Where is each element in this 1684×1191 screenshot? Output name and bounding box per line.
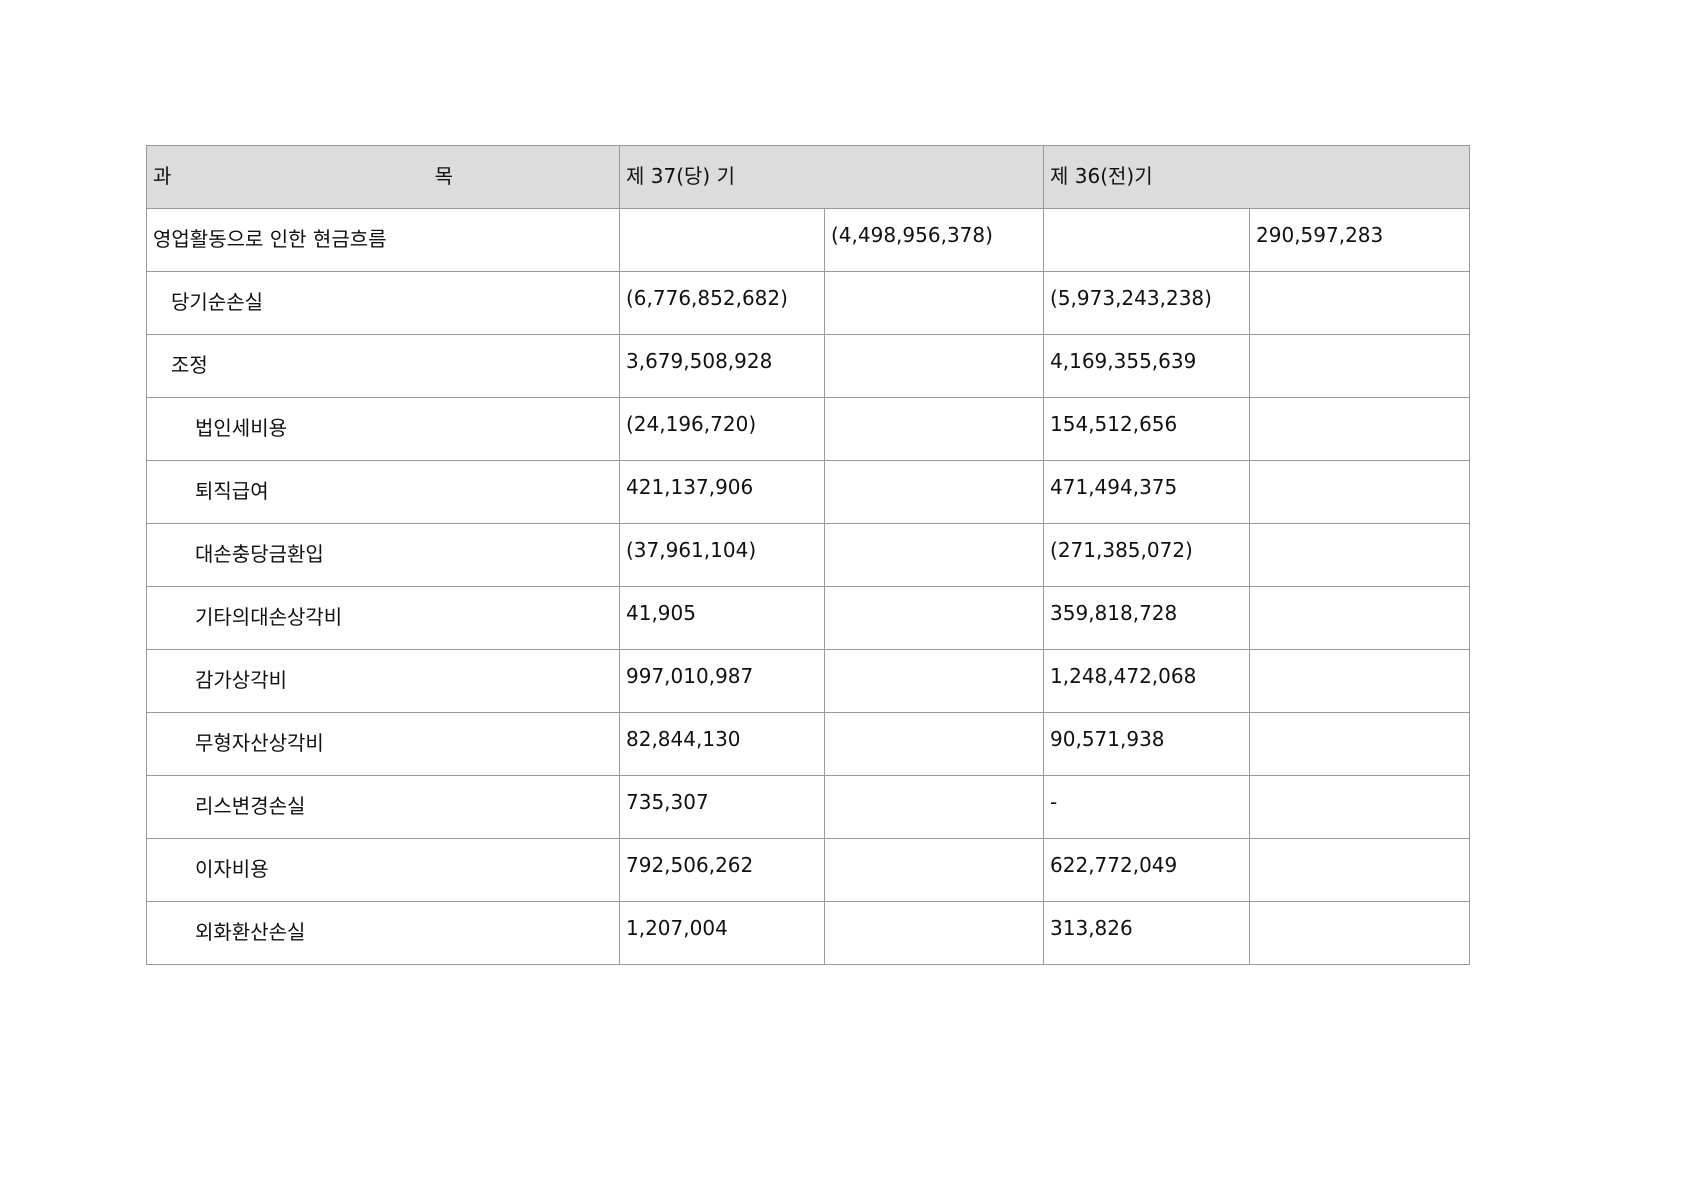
prior-detail-cell: 1,248,472,068 xyxy=(1043,649,1251,713)
prior-detail-cell: 359,818,728 xyxy=(1043,586,1251,650)
current-detail-cell: 3,679,508,928 xyxy=(619,334,825,398)
table-row: 기타의대손상각비 41,905 359,818,728 xyxy=(146,586,1471,650)
current-detail-cell: 82,844,130 xyxy=(619,712,825,776)
current-detail-cell: 735,307 xyxy=(619,775,825,839)
table-row: 외화환산손실 1,207,004 313,826 xyxy=(146,901,1471,965)
prior-total-cell xyxy=(1249,901,1471,965)
row-label: 대손충당금환입 xyxy=(146,523,620,587)
prior-total-cell: 290,597,283 xyxy=(1249,208,1471,272)
row-label: 이자비용 xyxy=(146,838,620,902)
current-detail-cell: 1,207,004 xyxy=(619,901,825,965)
current-detail-cell xyxy=(619,208,825,272)
current-total-cell xyxy=(823,271,1045,335)
prior-detail-cell: 4,169,355,639 xyxy=(1043,334,1251,398)
table-row: 무형자산상각비 82,844,130 90,571,938 xyxy=(146,712,1471,776)
prior-detail-cell: 154,512,656 xyxy=(1043,397,1251,461)
table-row: 퇴직급여 421,137,906 471,494,375 xyxy=(146,460,1471,524)
header-current-period: 제 37(당) 기 xyxy=(618,145,1045,209)
current-detail-cell: 997,010,987 xyxy=(619,649,825,713)
prior-detail-cell: (5,973,243,238) xyxy=(1043,271,1251,335)
prior-total-cell xyxy=(1249,649,1471,713)
prior-detail-cell: 313,826 xyxy=(1043,901,1251,965)
prior-detail-cell: (271,385,072) xyxy=(1043,523,1251,587)
row-label: 기타의대손상각비 xyxy=(146,586,620,650)
row-label: 무형자산상각비 xyxy=(146,712,620,776)
prior-detail-cell: 90,571,938 xyxy=(1043,712,1251,776)
header-subject-right: 목 xyxy=(434,164,453,188)
prior-total-cell xyxy=(1249,586,1471,650)
row-label: 조정 xyxy=(146,334,620,398)
table-row: 감가상각비 997,010,987 1,248,472,068 xyxy=(146,649,1471,713)
current-total-cell xyxy=(823,397,1045,461)
prior-total-cell xyxy=(1249,334,1471,398)
prior-total-cell xyxy=(1249,838,1471,902)
row-label: 리스변경손실 xyxy=(146,775,620,839)
prior-total-cell xyxy=(1249,460,1471,524)
current-total-cell xyxy=(823,712,1045,776)
table-row: 당기순손실 (6,776,852,682) (5,973,243,238) xyxy=(146,271,1471,335)
table-row: 영업활동으로 인한 현금흐름 (4,498,956,378) 290,597,283 xyxy=(146,208,1471,272)
table-row: 법인세비용 (24,196,720) 154,512,656 xyxy=(146,397,1471,461)
table-row: 이자비용 792,506,262 622,772,049 xyxy=(146,838,1471,902)
current-total-cell xyxy=(823,838,1045,902)
current-detail-cell: (24,196,720) xyxy=(619,397,825,461)
table-row: 대손충당금환입 (37,961,104) (271,385,072) xyxy=(146,523,1471,587)
prior-total-cell xyxy=(1249,397,1471,461)
table-row: 조정 3,679,508,928 4,169,355,639 xyxy=(146,334,1471,398)
current-total-cell xyxy=(823,901,1045,965)
current-total-cell xyxy=(823,460,1045,524)
prior-detail-cell: 471,494,375 xyxy=(1043,460,1251,524)
header-subject-left: 과 xyxy=(153,164,172,188)
current-total-cell xyxy=(823,334,1045,398)
current-total-cell xyxy=(823,523,1045,587)
prior-total-cell xyxy=(1249,712,1471,776)
prior-total-cell xyxy=(1249,523,1471,587)
current-detail-cell: 421,137,906 xyxy=(619,460,825,524)
prior-total-cell xyxy=(1249,271,1471,335)
table-row: 리스변경손실 735,307 - xyxy=(146,775,1471,839)
current-detail-cell: (6,776,852,682) xyxy=(619,271,825,335)
row-label: 당기순손실 xyxy=(146,271,620,335)
prior-detail-cell: - xyxy=(1043,775,1251,839)
prior-total-cell xyxy=(1249,775,1471,839)
current-detail-cell: 792,506,262 xyxy=(619,838,825,902)
row-label: 퇴직급여 xyxy=(146,460,620,524)
row-label: 외화환산손실 xyxy=(146,901,620,965)
prior-detail-cell: 622,772,049 xyxy=(1043,838,1251,902)
row-label: 영업활동으로 인한 현금흐름 xyxy=(146,208,620,272)
current-total-cell xyxy=(823,649,1045,713)
prior-detail-cell xyxy=(1043,208,1251,272)
current-detail-cell: 41,905 xyxy=(619,586,825,650)
current-detail-cell: (37,961,104) xyxy=(619,523,825,587)
current-total-cell xyxy=(823,775,1045,839)
row-label: 법인세비용 xyxy=(146,397,620,461)
row-label: 감가상각비 xyxy=(146,649,620,713)
current-total-cell: (4,498,956,378) xyxy=(823,208,1045,272)
header-prior-period: 제 36(전)기 xyxy=(1043,145,1471,209)
current-total-cell xyxy=(823,586,1045,650)
